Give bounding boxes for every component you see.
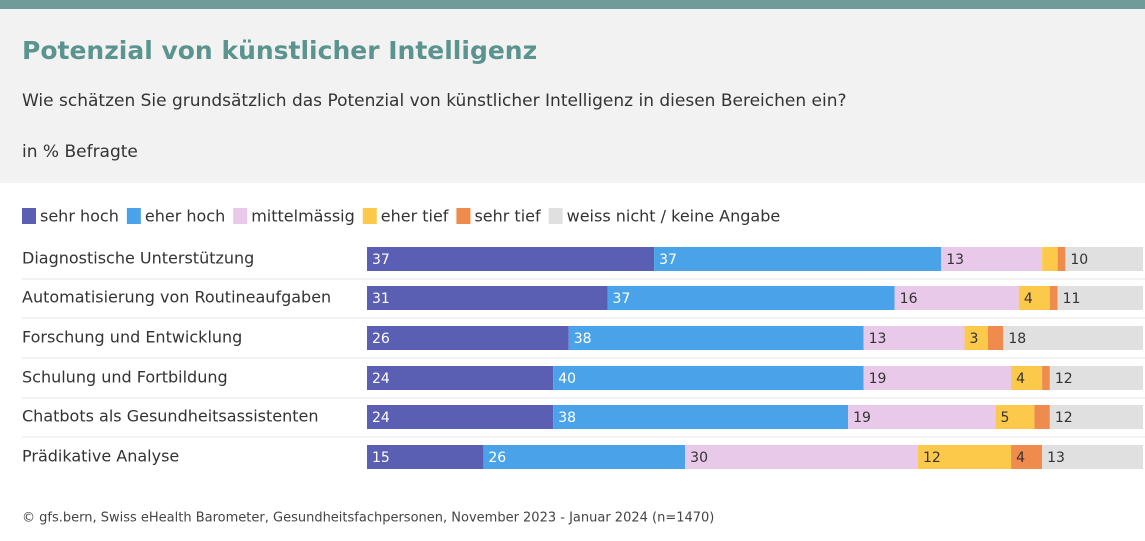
legend-label: eher hoch <box>145 207 225 226</box>
bar-segment <box>941 247 1043 271</box>
value-label: 26 <box>372 331 390 347</box>
unit-note: in % Befragte <box>22 142 138 162</box>
legend-label: sehr tief <box>474 207 541 226</box>
bar-segment <box>1049 286 1058 310</box>
bar-segment <box>685 445 918 469</box>
value-label: 24 <box>372 371 390 387</box>
bar-segment <box>1049 366 1143 390</box>
bar-segment <box>1042 247 1058 271</box>
bar-segment <box>1011 445 1043 469</box>
header-panel <box>0 9 1145 183</box>
value-label: 5 <box>1001 410 1010 426</box>
legend-swatch <box>22 208 36 224</box>
bar-segment <box>1042 445 1143 469</box>
value-label: 37 <box>372 252 390 268</box>
legend-swatch <box>362 208 377 224</box>
bar-segment <box>553 405 849 429</box>
bar-segment <box>483 445 686 469</box>
subtitle: Wie schätzen Sie grundsätzlich das Poten… <box>22 91 847 111</box>
value-label: 38 <box>574 331 592 347</box>
bar-segment <box>367 286 608 310</box>
bar-segment <box>1003 326 1143 350</box>
legend-label: mittelmässig <box>251 207 355 226</box>
value-label: 19 <box>853 410 871 426</box>
bar-segment <box>995 405 1035 429</box>
value-label: 19 <box>869 371 887 387</box>
bar-segment <box>1057 286 1143 310</box>
value-label: 4 <box>1016 371 1025 387</box>
bar-segment <box>1018 286 1050 310</box>
top-stripe <box>0 0 1145 9</box>
legend-swatch <box>126 208 141 224</box>
bar-segment <box>553 366 864 390</box>
value-label: 40 <box>558 371 576 387</box>
value-label: 12 <box>1055 410 1073 426</box>
bar-segment <box>917 445 1012 469</box>
value-label: 15 <box>372 450 390 466</box>
legend-label: eher tief <box>381 207 449 226</box>
bar-segment <box>1049 405 1143 429</box>
value-label: 4 <box>1016 450 1025 466</box>
bar-segment <box>367 326 569 350</box>
legend-swatch <box>456 208 471 224</box>
bar-segment <box>1057 247 1066 271</box>
bar-segment <box>987 326 1004 350</box>
bar-segment <box>367 445 484 469</box>
value-label: 13 <box>869 331 887 347</box>
bar-segment <box>1065 247 1143 271</box>
legend-swatch <box>233 208 248 224</box>
category-label: Schulung und Fortbildung <box>22 368 228 387</box>
bar-segment <box>1034 405 1050 429</box>
bar-segment <box>863 326 965 350</box>
value-label: 37 <box>659 252 677 268</box>
chart-title: Potenzial von künstlicher Intelligenz <box>22 36 537 65</box>
bar-segment <box>367 366 554 390</box>
value-label: 26 <box>488 450 506 466</box>
bar-segment <box>367 405 554 429</box>
bar-segment <box>964 326 988 350</box>
bar-segment <box>1042 366 1050 390</box>
value-label: 24 <box>372 410 390 426</box>
value-label: 18 <box>1008 331 1026 347</box>
value-label: 13 <box>946 252 964 268</box>
bar-segment <box>607 286 895 310</box>
value-label: 3 <box>970 331 979 347</box>
bar-segment <box>1011 366 1043 390</box>
value-label: 4 <box>1024 291 1033 307</box>
value-label: 11 <box>1063 291 1081 307</box>
bar-segment <box>894 286 1019 310</box>
value-label: 16 <box>900 291 918 307</box>
bar-segment <box>367 247 655 271</box>
value-label: 12 <box>923 450 941 466</box>
bar-segment <box>568 326 864 350</box>
category-label: Diagnostische Unterstützung <box>22 249 254 268</box>
category-label: Automatisierung von Routineaufgaben <box>22 288 331 307</box>
category-label: Chatbots als Gesundheitsassistenten <box>22 407 319 426</box>
legend-label: sehr hoch <box>40 207 119 226</box>
category-label: Prädikative Analyse <box>22 447 179 466</box>
source: © gfs.bern, Swiss eHealth Barometer, Ges… <box>22 511 714 526</box>
legend-label: weiss nicht / keine Angabe <box>567 207 781 226</box>
category-label: Forschung und Entwicklung <box>22 328 242 347</box>
value-label: 13 <box>1047 450 1065 466</box>
value-label: 31 <box>372 291 390 307</box>
value-label: 37 <box>613 291 631 307</box>
bar-segment <box>848 405 996 429</box>
value-label: 30 <box>690 450 708 466</box>
value-label: 12 <box>1055 371 1073 387</box>
bar-segment <box>654 247 942 271</box>
value-label: 38 <box>558 410 576 426</box>
value-label: 10 <box>1070 252 1088 268</box>
bar-segment <box>863 366 1012 390</box>
legend-swatch <box>548 208 563 224</box>
